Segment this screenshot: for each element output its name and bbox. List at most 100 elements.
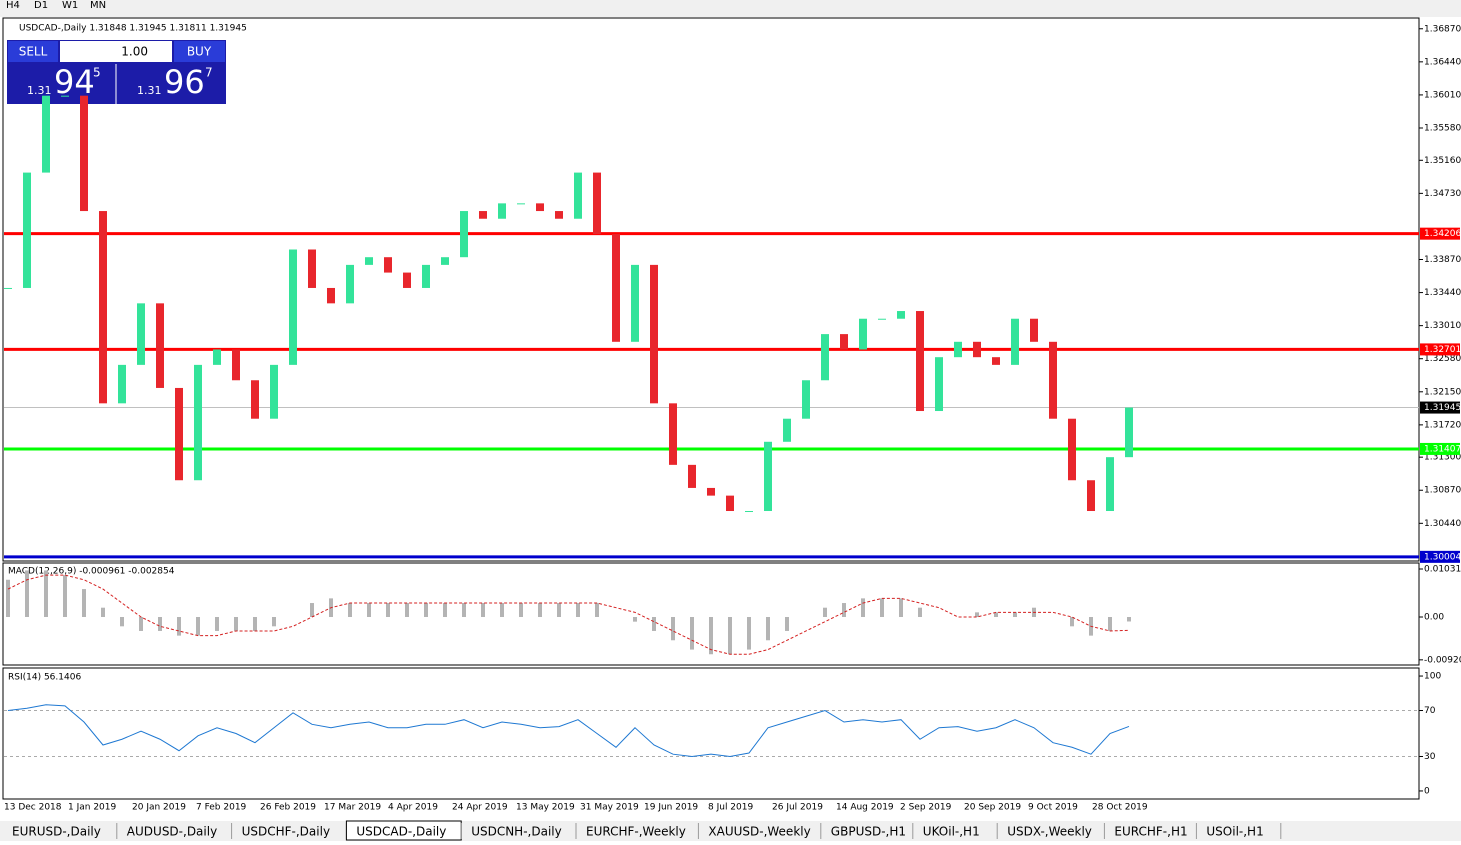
candle [479, 211, 487, 219]
x-tick-label: 26 Jul 2019 [772, 803, 823, 813]
level-label: 1.34206 [1424, 229, 1461, 239]
tab[interactable]: EURCHF-,Weekly [586, 825, 686, 839]
candle [308, 249, 316, 288]
x-tick-label: 17 Mar 2019 [324, 803, 381, 813]
macd-bar [25, 570, 29, 618]
y-tick-label: 1.36440 [1424, 57, 1461, 67]
candle [346, 264, 354, 304]
macd-bar [500, 603, 504, 618]
candle [783, 418, 791, 442]
candle [194, 364, 202, 481]
candle [517, 203, 525, 205]
macd-bar [728, 617, 732, 655]
candle [156, 303, 164, 388]
candle [593, 172, 601, 235]
level-label: 1.31945 [1424, 403, 1461, 413]
candle [1049, 341, 1057, 419]
macd-bar [557, 603, 561, 618]
timeframe-button[interactable]: D1 [34, 0, 48, 11]
macd-bar [690, 617, 694, 650]
macd-bar [82, 589, 86, 618]
buy-prefix: 1.31 [137, 84, 162, 97]
macd-bar [842, 603, 846, 618]
y-tick-label: 0.00 [1424, 613, 1444, 623]
candle [631, 264, 639, 342]
tab[interactable]: USDCHF-,Daily [242, 825, 330, 839]
x-tick-label: 20 Sep 2019 [964, 803, 1021, 813]
candle [745, 511, 753, 513]
macd-bar [823, 607, 827, 618]
y-tick-label: 1.30870 [1424, 486, 1461, 496]
candle [384, 257, 392, 273]
macd-bar [633, 617, 637, 622]
y-tick-label: 1.33440 [1424, 288, 1461, 298]
macd-bar [215, 617, 219, 631]
sell-prefix: 1.31 [27, 84, 52, 97]
buy-label[interactable]: BUY [187, 45, 212, 59]
candle [840, 334, 848, 350]
sell-button[interactable] [8, 41, 58, 62]
macd-bar [101, 607, 105, 618]
x-tick-label: 28 Oct 2019 [1092, 803, 1148, 813]
y-tick-label: 1.36010 [1424, 90, 1461, 100]
rsi-panel [2, 667, 1420, 800]
macd-bar [6, 579, 10, 618]
tab[interactable]: UKOil-,H1 [923, 825, 980, 839]
y-tick-label: 0.010311 [1424, 565, 1461, 575]
macd-bar [899, 598, 903, 618]
macd-bar [1070, 617, 1074, 627]
x-tick-label: 7 Feb 2019 [196, 803, 247, 813]
x-tick-label: 8 Jul 2019 [708, 803, 753, 813]
candle [1106, 457, 1114, 512]
level-label-bg [1420, 550, 1460, 563]
sell-label[interactable]: SELL [19, 45, 48, 59]
macd-bar [785, 617, 789, 631]
y-tick-label: 70 [1424, 706, 1436, 716]
macd-bar [766, 617, 770, 641]
macd-bar [44, 570, 48, 618]
timeframe-button[interactable]: MN [90, 0, 106, 11]
macd-bar [63, 575, 67, 618]
tab[interactable]: USDX-,Weekly [1007, 825, 1092, 839]
tab[interactable]: AUDUSD-,Daily [127, 825, 217, 839]
y-tick-label: 1.36870 [1424, 24, 1461, 34]
lots[interactable]: 1.00 [121, 45, 148, 59]
candle [973, 341, 981, 358]
tab[interactable]: USOil-,H1 [1206, 825, 1263, 839]
timeframe-button[interactable]: H4 [6, 0, 20, 11]
tab[interactable]: USDCNH-,Daily [471, 825, 562, 839]
timeframe-button[interactable]: W1 [62, 0, 78, 11]
buy-button[interactable] [174, 41, 225, 62]
macd-bar [348, 603, 352, 618]
macd-bar [880, 598, 884, 618]
tab[interactable]: EURUSD-,Daily [12, 825, 101, 839]
candle [441, 257, 449, 265]
macd-bar [253, 617, 257, 631]
tab[interactable]: USDCAD-,Daily [356, 825, 446, 839]
macd-bar [918, 607, 922, 618]
candle [821, 334, 829, 381]
candle [935, 357, 943, 412]
y-tick-label: 1.31720 [1424, 420, 1461, 430]
tab[interactable]: GBPUSD-,H1 [831, 825, 906, 839]
panel-title: MACD(12,26,9) -0.000961 -0.002854 [8, 567, 175, 577]
candle [61, 95, 69, 97]
tab[interactable]: XAUUSD-,Weekly [708, 825, 810, 839]
macd-bar [861, 598, 865, 618]
level-label: 1.30004 [1424, 552, 1461, 562]
macd-bar [367, 603, 371, 618]
macd-bar [519, 603, 523, 618]
y-tick-label: 1.32580 [1424, 354, 1461, 364]
y-tick-label: 0 [1424, 786, 1430, 796]
tab[interactable]: EURCHF-,H1 [1114, 825, 1187, 839]
candle [1030, 318, 1038, 342]
candle [327, 287, 335, 304]
candle [764, 441, 772, 512]
x-tick-label: 31 May 2019 [580, 803, 639, 813]
y-tick-label: 30 [1424, 752, 1436, 762]
y-tick-label: 1.35160 [1424, 156, 1461, 166]
lots-input[interactable] [60, 41, 172, 62]
candle [726, 495, 734, 512]
candle [1087, 480, 1095, 512]
